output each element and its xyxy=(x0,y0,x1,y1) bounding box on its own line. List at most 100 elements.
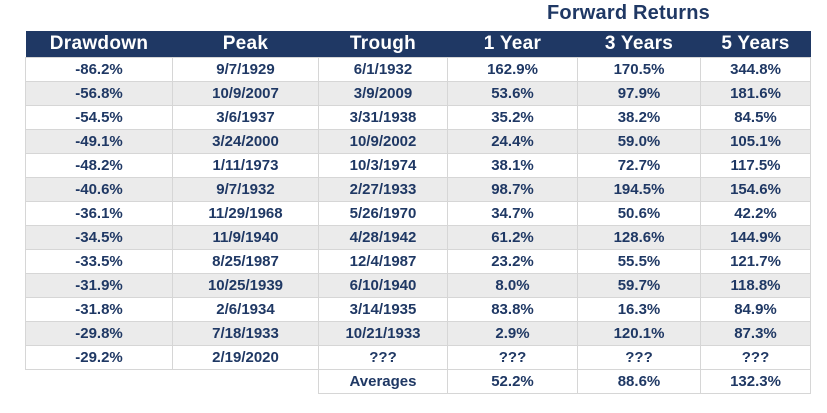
cell-1-year: 61.2% xyxy=(447,224,578,250)
cell-drawdown: -48.2% xyxy=(25,152,173,178)
table-row: -31.9% 10/25/1939 6/10/1940 8.0% 59.7% 118.8% xyxy=(25,272,811,298)
cell-3-years: ??? xyxy=(577,344,701,370)
forward-returns-title: Forward Returns xyxy=(546,2,711,24)
table-row: -29.8% 7/18/1933 10/21/1933 2.9% 120.1% 87.3% xyxy=(25,320,811,346)
cell-trough: ??? xyxy=(318,344,448,370)
cell-5-years: 154.6% xyxy=(700,176,811,202)
cell-drawdown: -29.2% xyxy=(25,344,173,370)
cell-3-years: 59.0% xyxy=(577,128,701,154)
cell-5-years: 344.8% xyxy=(700,56,811,82)
cell-1-year: 53.6% xyxy=(447,80,578,106)
cell-3-years: 194.5% xyxy=(577,176,701,202)
drawdown-table: Drawdown Peak Trough 1 Year 3 Years 5 Ye… xyxy=(25,31,811,394)
cell-peak: 11/29/1968 xyxy=(172,200,319,226)
table-body: -86.2% 9/7/1929 6/1/1932 162.9% 170.5% 344.8%… xyxy=(25,56,811,394)
cell-trough: 6/10/1940 xyxy=(318,272,448,298)
cell-3-years: 55.5% xyxy=(577,248,701,274)
cell-5-years: 84.5% xyxy=(700,104,811,130)
cell-1-year: 34.7% xyxy=(447,200,578,226)
cell-3-years: 38.2% xyxy=(577,104,701,130)
cell-1-year: 8.0% xyxy=(447,272,578,298)
cell-drawdown: -33.5% xyxy=(25,248,173,274)
cell-1-year: 38.1% xyxy=(447,152,578,178)
cell-3-years: 72.7% xyxy=(577,152,701,178)
cell-5-years: 118.8% xyxy=(700,272,811,298)
averages-row: Averages 52.2% 88.6% 132.3% xyxy=(25,368,811,394)
cell-peak: 11/9/1940 xyxy=(172,224,319,250)
table-row: -54.5% 3/6/1937 3/31/1938 35.2% 38.2% 84.5% xyxy=(25,104,811,130)
cell-3-years: 120.1% xyxy=(577,320,701,346)
cell-3-years: 170.5% xyxy=(577,56,701,82)
cell-trough: 5/26/1970 xyxy=(318,200,448,226)
table-row: -33.5% 8/25/1987 12/4/1987 23.2% 55.5% 121.7% xyxy=(25,248,811,274)
cell-drawdown: -31.9% xyxy=(25,272,173,298)
table-row: -48.2% 1/11/1973 10/3/1974 38.1% 72.7% 117.5% xyxy=(25,152,811,178)
column-header-trough: Trough xyxy=(318,31,448,57)
header-row: Drawdown Peak Trough 1 Year 3 Years 5 Ye… xyxy=(25,31,811,57)
cell-peak: 2/6/1934 xyxy=(172,296,319,322)
cell-trough: 4/28/1942 xyxy=(318,224,448,250)
table-row: -40.6% 9/7/1932 2/27/1933 98.7% 194.5% 154.6% xyxy=(25,176,811,202)
cell-trough: 10/3/1974 xyxy=(318,152,448,178)
cell-trough: 3/31/1938 xyxy=(318,104,448,130)
table-row: -29.2% 2/19/2020???????????? xyxy=(25,344,811,370)
table-row: -34.5% 11/9/1940 4/28/1942 61.2% 128.6% 144.9… xyxy=(25,224,811,250)
cell-5-years: 105.1% xyxy=(700,128,811,154)
table-row: -36.1% 11/29/1968 5/26/1970 34.7% 50.6% 42.2% xyxy=(25,200,811,226)
cell-trough: Averages xyxy=(318,368,448,394)
cell-5-years: 144.9% xyxy=(700,224,811,250)
cell-5-years: 87.3% xyxy=(700,320,811,346)
cell-blank xyxy=(25,369,173,393)
cell-trough: 6/1/1932 xyxy=(318,56,448,82)
cell-3-years: 16.3% xyxy=(577,296,701,322)
cell-peak: 1/11/1973 xyxy=(172,152,319,178)
cell-1-year: 83.8% xyxy=(447,296,578,322)
cell-peak: 7/18/1933 xyxy=(172,320,319,346)
cell-3-years: 59.7% xyxy=(577,272,701,298)
cell-5-years: 181.6% xyxy=(700,80,811,106)
cell-5-years: 121.7% xyxy=(700,248,811,274)
column-header-1-year: 1 Year xyxy=(447,31,578,57)
table-row: -56.8% 10/9/2007 3/9/2009 53.6% 97.9% 181.6% xyxy=(25,80,811,106)
cell-trough: 10/9/2002 xyxy=(318,128,448,154)
cell-3-years: 97.9% xyxy=(577,80,701,106)
column-header-3-years: 3 Years xyxy=(577,31,701,57)
cell-5-years: 84.9% xyxy=(700,296,811,322)
cell-trough: 10/21/1933 xyxy=(318,320,448,346)
cell-drawdown: -56.8% xyxy=(25,80,173,106)
cell-1-year: 162.9% xyxy=(447,56,578,82)
cell-trough: 12/4/1987 xyxy=(318,248,448,274)
cell-3-years: 88.6% xyxy=(577,368,701,394)
cell-drawdown: -40.6% xyxy=(25,176,173,202)
cell-peak: 3/6/1937 xyxy=(172,104,319,130)
cell-drawdown: -49.1% xyxy=(25,128,173,154)
table-row: -49.1% 3/24/2000 10/9/2002 24.4% 59.0% 105.1% xyxy=(25,128,811,154)
column-header-5-years: 5 Years xyxy=(700,31,811,57)
cell-peak: 10/25/1939 xyxy=(172,272,319,298)
cell-1-year: ??? xyxy=(447,344,578,370)
cell-1-year: 24.4% xyxy=(447,128,578,154)
cell-peak: 2/19/2020 xyxy=(172,344,319,370)
cell-peak: 9/7/1932 xyxy=(172,176,319,202)
cell-peak: 9/7/1929 xyxy=(172,56,319,82)
cell-drawdown: -54.5% xyxy=(25,104,173,130)
cell-peak: 3/24/2000 xyxy=(172,128,319,154)
cell-peak: 8/25/1987 xyxy=(172,248,319,274)
column-header-drawdown: Drawdown xyxy=(25,31,173,57)
cell-trough: 3/14/1935 xyxy=(318,296,448,322)
cell-1-year: 98.7% xyxy=(447,176,578,202)
cell-trough: 3/9/2009 xyxy=(318,80,448,106)
cell-trough: 2/27/1933 xyxy=(318,176,448,202)
column-header-peak: Peak xyxy=(172,31,319,57)
table-row: -86.2% 9/7/1929 6/1/1932 162.9% 170.5% 344.8% xyxy=(25,56,811,82)
cell-drawdown: -34.5% xyxy=(25,224,173,250)
cell-5-years: ??? xyxy=(700,344,811,370)
cell-1-year: 2.9% xyxy=(447,320,578,346)
cell-5-years: 132.3% xyxy=(700,368,811,394)
cell-1-year: 52.2% xyxy=(447,368,578,394)
cell-drawdown: -36.1% xyxy=(25,200,173,226)
cell-peak: 10/9/2007 xyxy=(172,80,319,106)
cell-3-years: 50.6% xyxy=(577,200,701,226)
cell-1-year: 23.2% xyxy=(447,248,578,274)
cell-drawdown: -86.2% xyxy=(25,56,173,82)
